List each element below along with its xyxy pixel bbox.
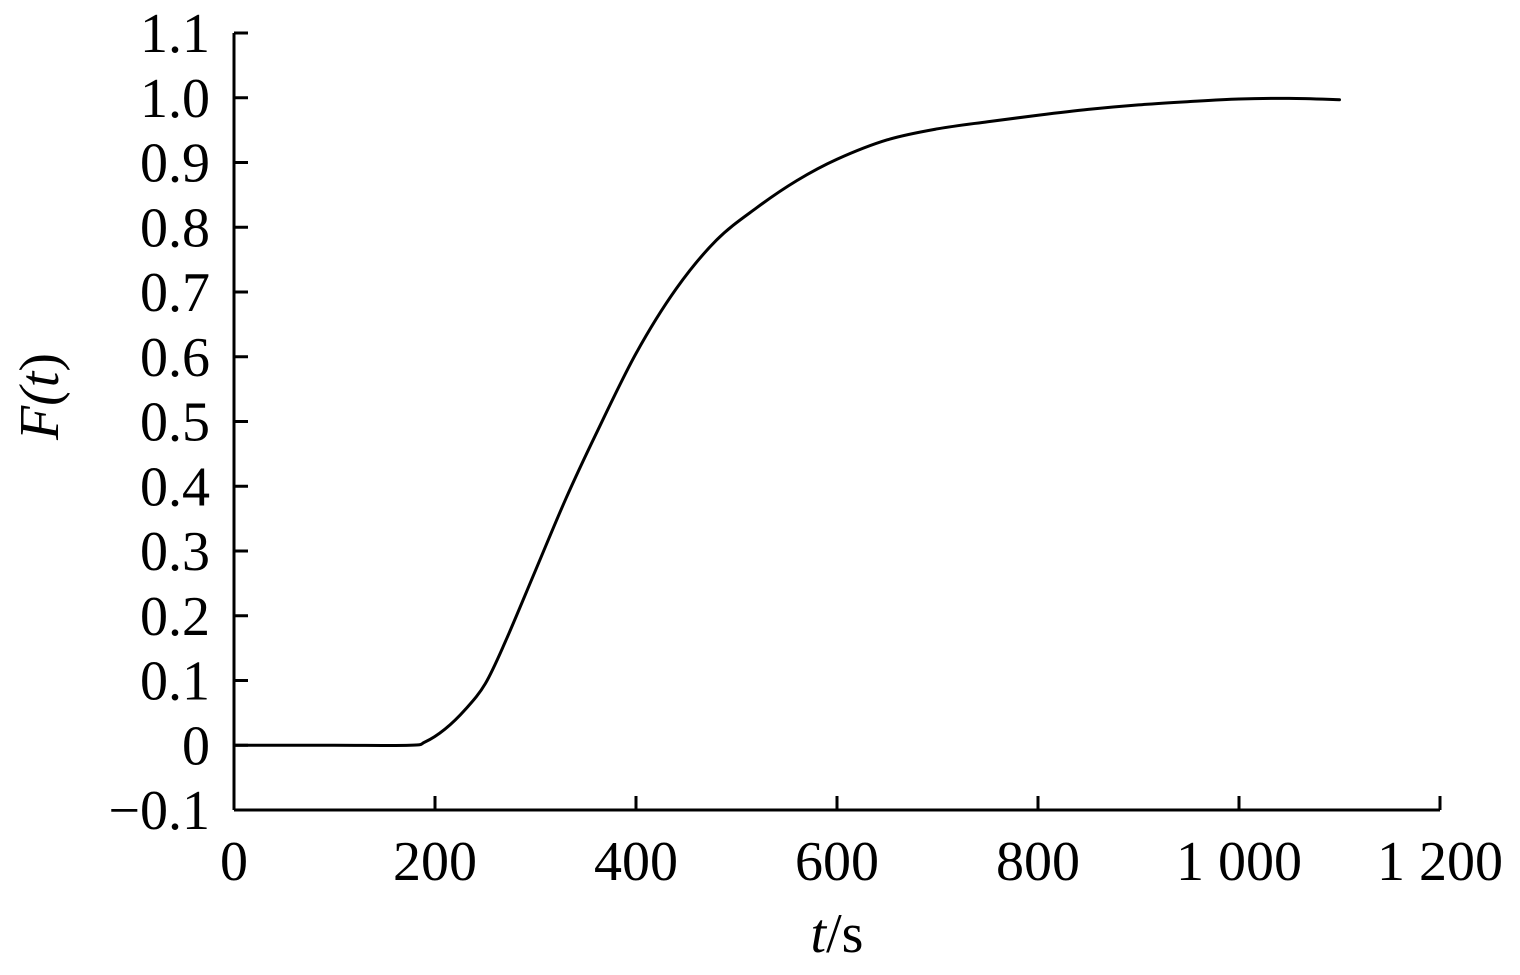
y-tick-label: −0.1 [108,780,210,842]
y-axis-title-prefix: F( [9,384,71,441]
y-tick-label: 0.5 [140,392,210,454]
x-axis-title: t/s [811,903,864,965]
x-tick-label: 800 [996,831,1080,893]
x-axis-title-rest: /s [826,903,863,965]
y-tick-label: 1.1 [140,3,210,65]
y-tick-label: 0.1 [140,651,210,713]
axes [232,33,1440,812]
series-line-0 [232,96,1341,747]
axis-titles: t/s F(t) [9,353,863,965]
y-axis-title-italic: t [9,370,71,387]
y-tick-label: 0.6 [140,327,210,389]
ticks: −0.100.10.20.30.40.50.60.70.80.91.01.10 2… [108,3,1503,893]
y-tick-label: 0 [182,715,210,777]
x-tick-label: 1 000 [1176,831,1302,893]
y-tick-label: 0.3 [140,521,210,583]
y-tick-label: 0.2 [140,586,210,648]
x-tick-label: 200 [393,831,477,893]
y-tick-label: 0.8 [140,197,210,259]
x-axis-title-italic: t [811,903,828,965]
y-tick-label: 0.9 [140,133,210,195]
x-tick-label: 0 [220,831,248,893]
y-tick-label: 0.4 [140,456,210,518]
series-group [232,96,1341,747]
x-tick-label: 1 200 [1377,831,1503,893]
x-tick-label: 600 [795,831,879,893]
y-axis-title-suffix: ) [9,353,71,372]
y-tick-label: 0.7 [140,262,210,324]
y-axis-title: F(t) [9,353,71,441]
y-tick-label: 1.0 [140,68,210,130]
x-tick-label: 400 [594,831,678,893]
